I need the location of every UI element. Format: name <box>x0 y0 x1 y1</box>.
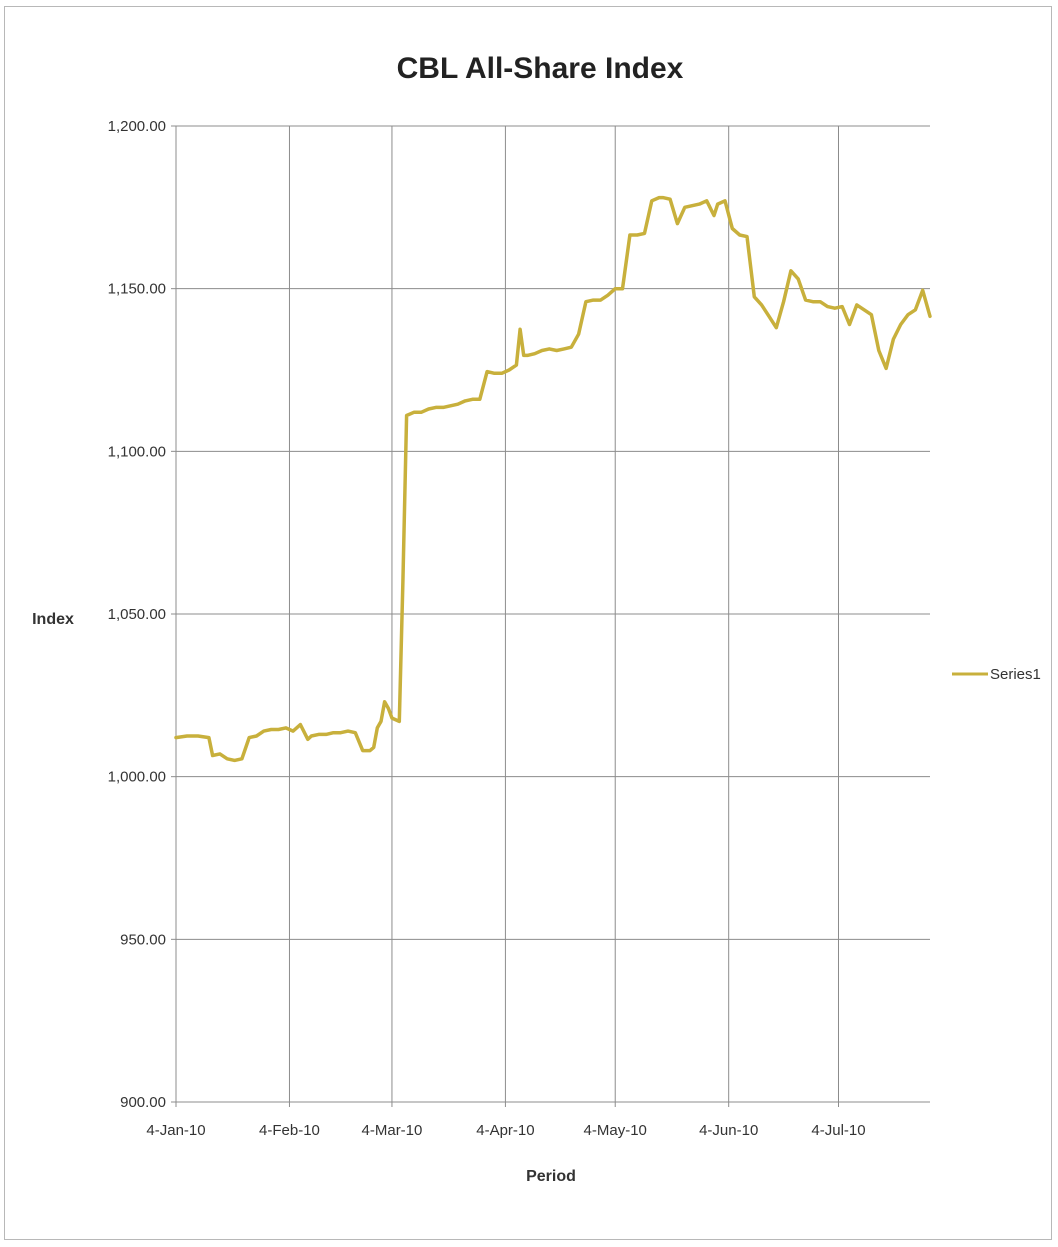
legend: Series1 <box>952 666 1041 683</box>
x-tick-label: 4-Jul-10 <box>811 1122 865 1139</box>
y-tick-label: 1,050.00 <box>108 606 166 623</box>
y-tick-label: 1,150.00 <box>108 281 166 298</box>
y-tick-label: 950.00 <box>120 931 166 948</box>
y-tick-label: 1,200.00 <box>108 118 166 135</box>
grid-layer <box>175 125 930 1103</box>
x-tick-label: 4-Jan-10 <box>146 1122 205 1139</box>
legend-label-series1: Series1 <box>990 666 1041 683</box>
y-tick-label: 900.00 <box>120 1094 166 1111</box>
y-tick-label: 1,100.00 <box>108 443 166 460</box>
x-tick-label: 4-Feb-10 <box>259 1122 320 1139</box>
x-tick-label: 4-Mar-10 <box>362 1122 423 1139</box>
axis-layer <box>171 125 930 1107</box>
series-line-series1 <box>174 195 932 763</box>
series-layer <box>174 195 932 763</box>
x-tick-label: 4-Apr-10 <box>476 1122 534 1139</box>
x-tick-label: 4-Jun-10 <box>699 1122 758 1139</box>
x-tick-label: 4-May-10 <box>584 1122 647 1139</box>
y-tick-label: 1,000.00 <box>108 769 166 786</box>
y-axis-label: Index <box>32 611 74 628</box>
tick-label-layer: 900.00 950.00 1,000.00 1,050.00 1,100.00 1,15… <box>108 118 866 1139</box>
chart-frame <box>4 6 1052 1240</box>
chart-title: CBL All-Share Index <box>397 52 684 85</box>
x-axis-label: Period <box>526 1168 576 1185</box>
